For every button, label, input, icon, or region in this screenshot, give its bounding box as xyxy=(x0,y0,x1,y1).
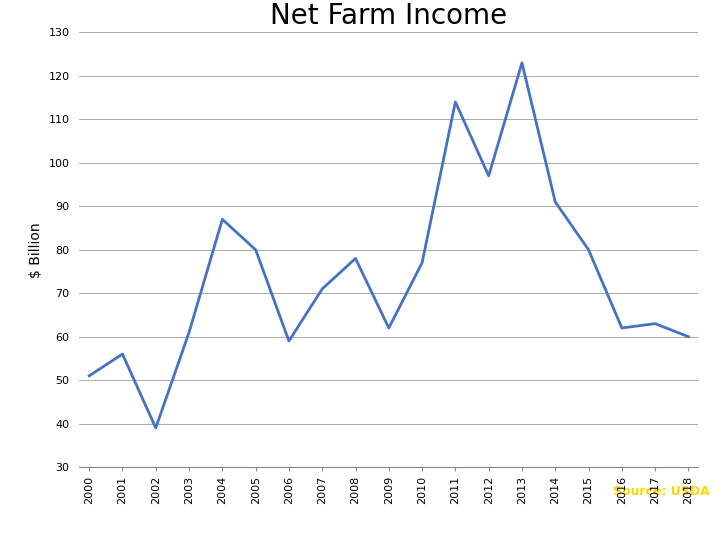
Text: Ag Decision Maker: Ag Decision Maker xyxy=(550,516,709,531)
Title: Net Farm Income: Net Farm Income xyxy=(270,2,508,30)
Y-axis label: $ Billion: $ Billion xyxy=(29,222,42,278)
Text: Extension and Outreach/Department of Economics: Extension and Outreach/Department of Eco… xyxy=(11,516,275,526)
Text: Source: USDA: Source: USDA xyxy=(613,485,709,498)
Text: IOWA STATE UNIVERSITY: IOWA STATE UNIVERSITY xyxy=(11,485,235,500)
